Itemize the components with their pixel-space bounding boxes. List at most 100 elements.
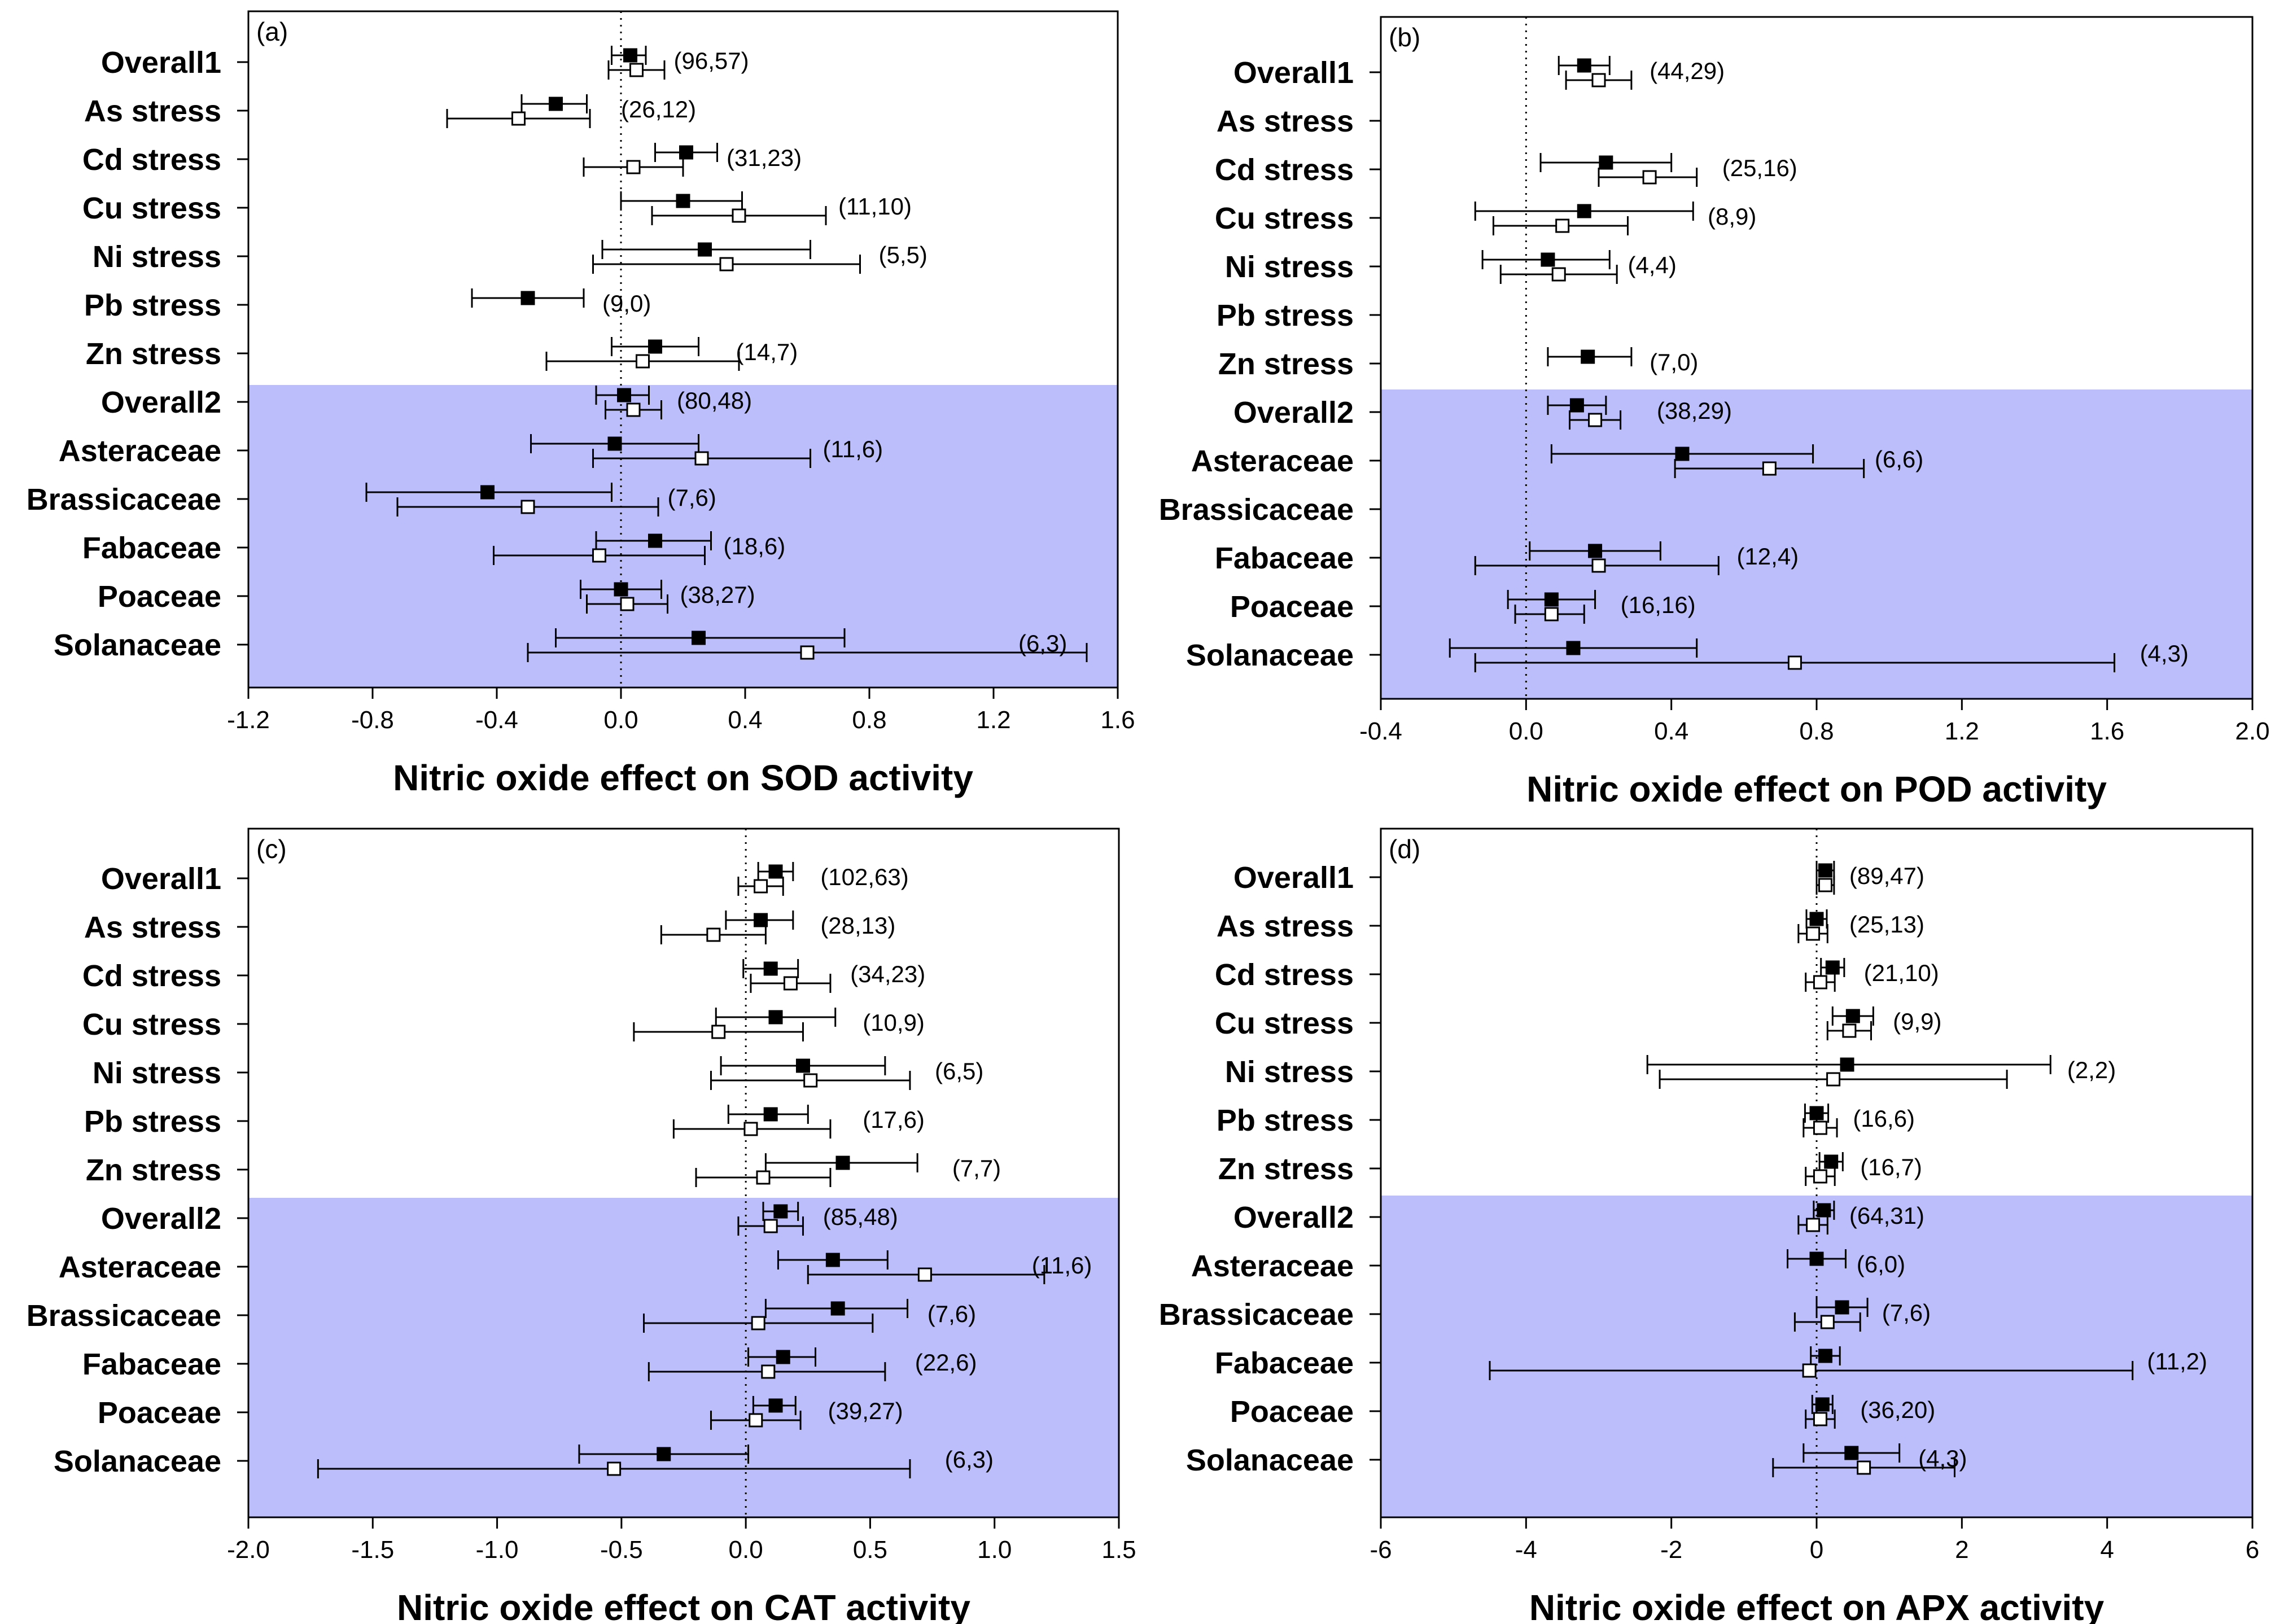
open-square-marker bbox=[520, 500, 535, 514]
x-tick-label: 6 bbox=[2246, 1536, 2259, 1564]
sample-size-label: (26,12) bbox=[621, 96, 696, 122]
panel-c-frame bbox=[247, 828, 1120, 1518]
filled-square-marker bbox=[692, 631, 706, 645]
sample-size-label: (7,6) bbox=[1882, 1299, 1931, 1326]
x-tick-label: 0.8 bbox=[852, 706, 886, 734]
filled-square-marker bbox=[776, 1350, 790, 1364]
category-label: Asteraceae bbox=[1191, 444, 1354, 478]
filled-square-marker bbox=[1809, 1106, 1824, 1120]
open-square-marker bbox=[1813, 975, 1827, 990]
category-label: Cu stress bbox=[82, 191, 221, 225]
open-square-marker bbox=[1588, 413, 1603, 427]
open-square-marker bbox=[592, 548, 606, 563]
open-square-marker bbox=[1813, 1169, 1827, 1184]
open-square-marker bbox=[732, 208, 746, 223]
sample-size-label: (11,6) bbox=[823, 436, 883, 462]
sample-size-label: (10,9) bbox=[863, 1009, 925, 1036]
open-square-marker bbox=[751, 1316, 765, 1330]
category-label: Cu stress bbox=[1215, 1006, 1354, 1040]
filled-square-marker bbox=[825, 1253, 840, 1267]
x-tick-label: 1.2 bbox=[1945, 717, 1979, 745]
x-tick-label: 0 bbox=[1810, 1536, 1823, 1564]
filled-square-marker bbox=[1541, 252, 1555, 267]
open-square-marker bbox=[626, 160, 641, 174]
sample-size-label: (12,4) bbox=[1736, 543, 1799, 570]
category-label: Brassicaceae bbox=[1159, 493, 1354, 527]
category-label: Zn stress bbox=[86, 337, 221, 371]
sample-size-label: (4,4) bbox=[1628, 252, 1676, 278]
category-label: Brassicaceae bbox=[1159, 1298, 1354, 1332]
x-tick-label: 2.0 bbox=[2235, 717, 2269, 745]
open-square-marker bbox=[1818, 878, 1832, 892]
x-tick-label: 1.6 bbox=[2090, 717, 2124, 745]
filled-square-marker bbox=[1577, 204, 1591, 218]
filled-square-marker bbox=[763, 1107, 778, 1122]
category-label: Cd stress bbox=[82, 959, 221, 993]
open-square-marker bbox=[803, 1073, 818, 1088]
filled-square-marker bbox=[698, 242, 712, 257]
sample-size-label: (102,63) bbox=[820, 864, 908, 890]
open-square-marker bbox=[743, 1122, 758, 1136]
x-tick-label: 0.5 bbox=[853, 1536, 887, 1564]
sample-size-label: (38,27) bbox=[680, 581, 755, 608]
sample-size-label: (31,23) bbox=[727, 145, 802, 171]
open-square-marker bbox=[1591, 558, 1606, 573]
category-label: Cd stress bbox=[82, 143, 221, 177]
filled-square-marker bbox=[607, 436, 622, 451]
category-label: Pb stress bbox=[1217, 299, 1354, 332]
panel-a: -1.2 -0.8 -0.4 0.0 0.4 0.8 1.2 1.6 Overall1 As st… bbox=[27, 10, 1135, 798]
filled-square-marker bbox=[1845, 1009, 1860, 1023]
sample-size-label: (7,7) bbox=[952, 1155, 1001, 1181]
category-label: Overall1 bbox=[101, 862, 221, 896]
open-square-marker bbox=[626, 402, 641, 417]
open-square-marker bbox=[1555, 218, 1570, 233]
open-square-marker bbox=[607, 1461, 622, 1476]
sample-size-label: (36,20) bbox=[1860, 1397, 1935, 1423]
category-label: Cd stress bbox=[1215, 958, 1354, 992]
sample-size-label: (89,47) bbox=[1849, 863, 1924, 889]
x-tick-label: 0.0 bbox=[729, 1536, 763, 1564]
category-label: As stress bbox=[1217, 104, 1354, 138]
panel-b-shading bbox=[1381, 389, 2252, 699]
filled-square-marker bbox=[768, 1010, 783, 1025]
panel-b-plot: -0.4 0.0 0.4 0.8 1.2 1.6 2.0 Overall1 As stress C… bbox=[1159, 16, 2270, 745]
sample-size-label: (34,23) bbox=[850, 961, 925, 987]
open-square-marker bbox=[1826, 1072, 1841, 1087]
open-square-marker bbox=[1642, 170, 1657, 185]
open-square-marker bbox=[1842, 1023, 1857, 1038]
open-square-marker bbox=[629, 63, 644, 77]
panel-c-label: (c) bbox=[256, 834, 287, 864]
filled-square-marker bbox=[1569, 398, 1584, 413]
category-label: Overall1 bbox=[1233, 56, 1354, 90]
open-square-marker bbox=[694, 451, 709, 466]
open-square-marker bbox=[711, 1025, 726, 1039]
filled-square-marker bbox=[1818, 863, 1832, 878]
category-label: As stress bbox=[1217, 909, 1354, 943]
category-label: Ni stress bbox=[1225, 250, 1354, 284]
open-square-marker bbox=[1806, 1218, 1821, 1232]
category-label: Cd stress bbox=[1215, 153, 1354, 187]
sample-size-label: (85,48) bbox=[823, 1203, 898, 1230]
category-label: As stress bbox=[84, 911, 221, 944]
x-tick-label: 4 bbox=[2100, 1536, 2114, 1564]
filled-square-marker bbox=[830, 1301, 845, 1316]
panel-c: -2.0 -1.5 -1.0 -0.5 0.0 0.5 1.0 1.5 Overall1 As s… bbox=[27, 828, 1136, 1624]
filled-square-marker bbox=[623, 48, 637, 63]
sample-size-label: (64,31) bbox=[1849, 1202, 1924, 1229]
open-square-marker bbox=[636, 354, 650, 369]
filled-square-marker bbox=[773, 1204, 788, 1219]
panel-a-label: (a) bbox=[256, 17, 288, 46]
sample-size-label: (17,6) bbox=[863, 1106, 925, 1133]
filled-square-marker bbox=[768, 864, 783, 879]
open-square-marker bbox=[1591, 73, 1606, 87]
open-square-marker bbox=[749, 1413, 763, 1428]
panel-d-x-axis-title: Nitric oxide effect on APX activity bbox=[1529, 1587, 2105, 1624]
category-label: Poaceae bbox=[98, 1396, 221, 1430]
filled-square-marker bbox=[1815, 1397, 1830, 1412]
x-tick-label: 0.0 bbox=[1509, 717, 1543, 745]
category-label: Overall2 bbox=[1233, 1201, 1354, 1235]
sample-size-label: (25,13) bbox=[1849, 911, 1924, 938]
sample-size-label: (6,3) bbox=[945, 1446, 994, 1473]
category-label: Asteraceae bbox=[59, 434, 221, 468]
category-label: Asteraceae bbox=[59, 1250, 221, 1284]
